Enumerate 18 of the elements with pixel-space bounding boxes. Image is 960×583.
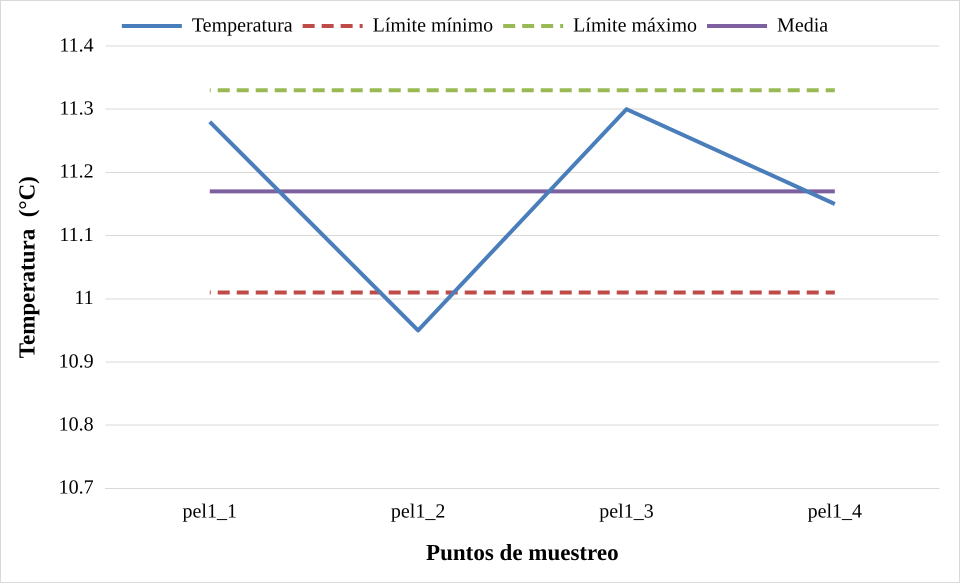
y-tick-label: 10.9 (58, 350, 94, 372)
legend-label: Media (777, 14, 828, 36)
y-tick-label: 10.7 (58, 476, 94, 499)
y-axis-title: Temperatura (°C) (14, 176, 40, 358)
y-tick-label: 11.2 (59, 160, 94, 183)
legend-label: Límite máximo (573, 14, 698, 36)
y-tick-label: 10.8 (58, 413, 94, 436)
x-tick-label: pel1_3 (599, 500, 654, 523)
x-tick-label: pel1_2 (390, 500, 446, 523)
y-tick-label: 11 (74, 287, 94, 310)
y-tick-label: 11.3 (59, 97, 94, 120)
x-tick-label: pel1_4 (808, 500, 862, 523)
legend-label: Límite mínimo (372, 14, 494, 36)
x-tick-label: pel1_1 (182, 500, 237, 523)
y-tick-label: 11.4 (59, 34, 94, 56)
x-axis-title: Puntos de muestreo (426, 540, 619, 566)
legend-label: Temperatura (192, 14, 293, 36)
y-tick-label: 11.1 (59, 224, 94, 246)
